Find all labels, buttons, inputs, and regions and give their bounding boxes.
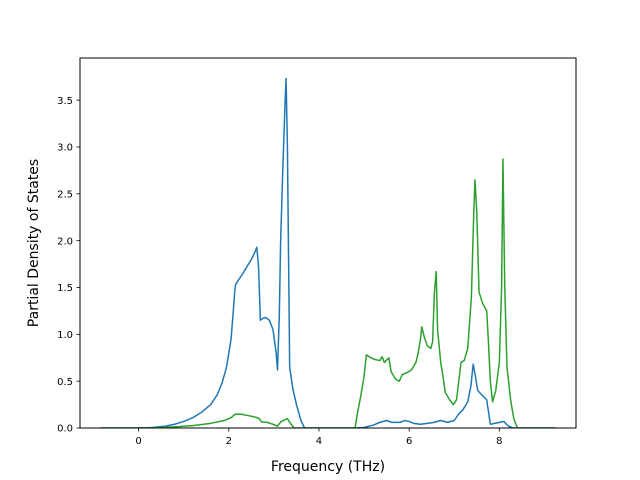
plot-frame xyxy=(79,57,577,429)
y-axis-label: Partial Density of States xyxy=(26,159,42,327)
y-tick-label: 2.5 xyxy=(57,189,73,200)
plot-area xyxy=(79,57,577,429)
y-tick-label: 1.5 xyxy=(57,283,73,294)
y-axis-ticks: 0.0 0.5 1.0 1.5 2.0 2.5 3.0 3.5 xyxy=(57,96,80,435)
x-tick-label: 6 xyxy=(406,436,412,447)
series-layer xyxy=(100,77,556,428)
y-tick-label: 0.5 xyxy=(57,377,73,388)
x-tick-label: 4 xyxy=(316,436,322,447)
y-tick-label: 0.0 xyxy=(57,424,73,435)
series-line-2 xyxy=(100,158,556,428)
y-tick-label: 3.0 xyxy=(57,143,73,154)
y-tick-label: 3.5 xyxy=(57,96,73,107)
x-tick-label: 2 xyxy=(226,436,232,447)
x-axis-label: Frequency (THz) xyxy=(271,459,385,475)
series-line-1 xyxy=(100,77,556,428)
y-tick-label: 2.0 xyxy=(57,236,73,247)
y-tick-label: 1.0 xyxy=(57,330,73,341)
x-tick-label: 8 xyxy=(496,436,502,447)
x-axis-ticks: 0 2 4 6 8 xyxy=(135,428,503,447)
x-tick-label: 0 xyxy=(135,436,141,447)
